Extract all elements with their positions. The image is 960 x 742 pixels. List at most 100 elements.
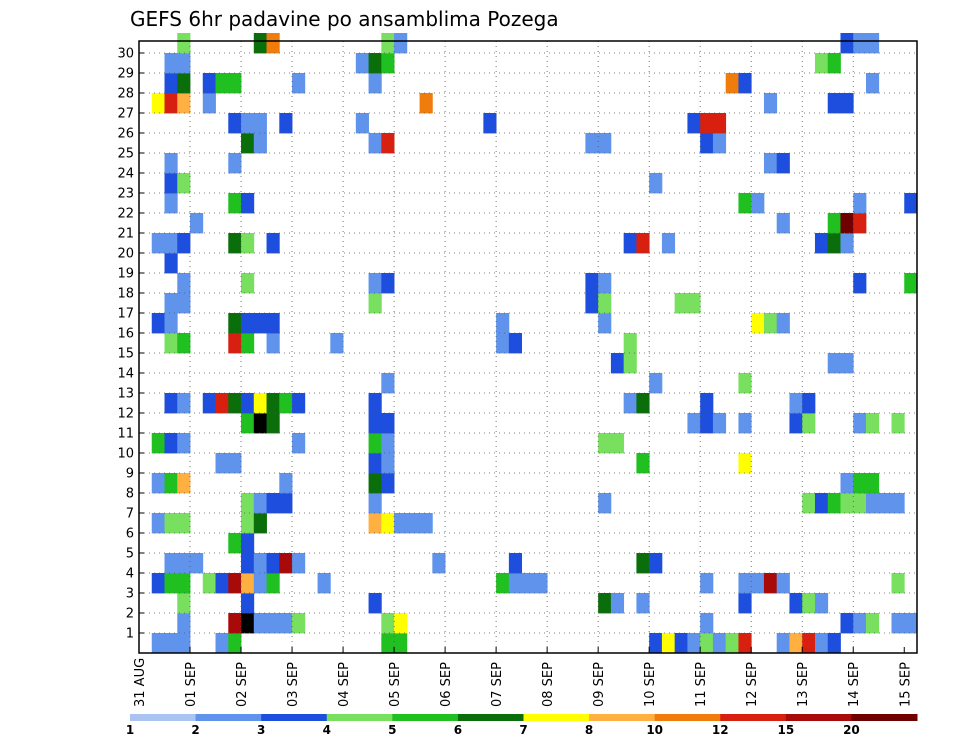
heatmap-cell	[368, 273, 382, 294]
legend-label: 5	[388, 723, 396, 737]
heatmap-cell	[406, 513, 420, 534]
heatmap-cell	[253, 413, 267, 434]
heatmap-cell	[585, 273, 599, 294]
heatmap-cell	[266, 413, 280, 434]
heatmap-cell	[751, 193, 765, 214]
heatmap-cell	[164, 313, 178, 334]
heatmap-cell	[228, 633, 242, 654]
heatmap-cell	[687, 633, 701, 654]
y-tick-label: 18	[117, 287, 134, 302]
heatmap-cell	[738, 573, 752, 594]
y-tick-label: 6	[126, 527, 134, 542]
heatmap-cell	[394, 633, 408, 654]
heatmap-cell	[649, 173, 663, 194]
legend-swatch	[130, 714, 197, 721]
heatmap-cell	[802, 493, 816, 514]
heatmap-cell	[241, 333, 255, 354]
heatmap-cell	[151, 513, 165, 534]
heatmap-cell	[700, 613, 714, 634]
heatmap-cell	[292, 393, 306, 414]
heatmap-cell	[712, 133, 727, 154]
x-tick-label: 10 SEP	[643, 662, 658, 707]
heatmap-cell	[508, 573, 523, 594]
heatmap-cell	[381, 53, 395, 74]
y-tick-label: 3	[126, 587, 134, 602]
heatmap-cell	[202, 73, 216, 94]
heatmap-cell	[177, 553, 191, 574]
heatmap-cell	[394, 613, 408, 634]
heatmap-cell	[164, 633, 178, 654]
heatmap-cell	[202, 93, 216, 114]
heatmap-cell	[725, 73, 739, 94]
heatmap-cell	[177, 333, 191, 354]
heatmap-cell	[432, 553, 446, 574]
heatmap-cell	[177, 73, 191, 94]
heatmap-cell	[802, 413, 816, 434]
heatmap-cell	[355, 113, 369, 134]
heatmap-cell	[789, 633, 803, 654]
y-tick-label: 29	[117, 67, 134, 82]
legend-swatch	[523, 714, 590, 721]
heatmap-cell	[164, 393, 178, 414]
x-tick-label: 04 SEP	[337, 662, 352, 707]
heatmap-cell	[164, 73, 178, 94]
heatmap-cell	[610, 433, 625, 454]
heatmap-cell	[419, 93, 433, 114]
heatmap-cell	[368, 413, 382, 434]
heatmap-cell	[241, 233, 255, 254]
heatmap-cell	[164, 473, 178, 494]
x-tick-label: 15 SEP	[898, 662, 913, 707]
heatmap-cell	[253, 393, 267, 414]
heatmap-cell	[891, 413, 905, 434]
heatmap-cell	[827, 213, 841, 234]
heatmap-cell	[164, 233, 178, 254]
heatmap-cell	[598, 273, 612, 294]
heatmap-cell	[712, 633, 727, 654]
y-tick-label: 7	[126, 507, 134, 522]
legend-label: 7	[519, 723, 527, 737]
heatmap-cell	[279, 553, 293, 574]
heatmap-cell	[700, 133, 714, 154]
heatmap-cell	[853, 273, 867, 294]
heatmap-cell	[827, 493, 841, 514]
heatmap-cell	[253, 493, 267, 514]
heatmap-cell	[190, 213, 204, 234]
y-tick-label: 16	[117, 327, 134, 342]
heatmap-cell	[853, 33, 867, 54]
legend-label: 15	[777, 723, 794, 737]
heatmap-cell	[228, 613, 242, 634]
heatmap-cell	[164, 253, 178, 274]
heatmap-cell	[802, 593, 816, 614]
heatmap-cell	[355, 53, 369, 74]
heatmap-cell	[381, 373, 395, 394]
x-tick-label: 08 SEP	[541, 662, 556, 707]
heatmap-cell	[763, 313, 778, 334]
y-tick-label: 26	[117, 127, 134, 142]
heatmap-cell	[228, 573, 242, 594]
heatmap-cell	[292, 613, 306, 634]
heatmap-cell	[279, 613, 293, 634]
x-tick-label: 03 SEP	[286, 662, 301, 707]
heatmap-cell	[177, 273, 191, 294]
legend-label: 2	[191, 723, 199, 737]
heatmap-cell	[649, 553, 663, 574]
y-axis-ticks: 1234567891011121314151617181920212223242…	[117, 47, 144, 642]
x-tick-label: 07 SEP	[490, 662, 505, 707]
heatmap-cell	[228, 453, 242, 474]
legend-label: 3	[257, 723, 265, 737]
legend-swatch	[851, 714, 918, 721]
heatmap-cell	[840, 493, 854, 514]
heatmap-cell	[177, 633, 191, 654]
heatmap-cell	[368, 433, 382, 454]
y-tick-label: 27	[117, 107, 134, 122]
heatmap-cell	[394, 33, 408, 54]
heatmap-cell	[202, 573, 216, 594]
heatmap-cell	[725, 633, 739, 654]
heatmap-cell	[241, 113, 255, 134]
heatmap-cell	[253, 553, 267, 574]
y-tick-label: 1	[126, 627, 134, 642]
y-tick-label: 17	[117, 307, 134, 322]
heatmap-cell	[865, 73, 880, 94]
heatmap-cell	[751, 573, 765, 594]
